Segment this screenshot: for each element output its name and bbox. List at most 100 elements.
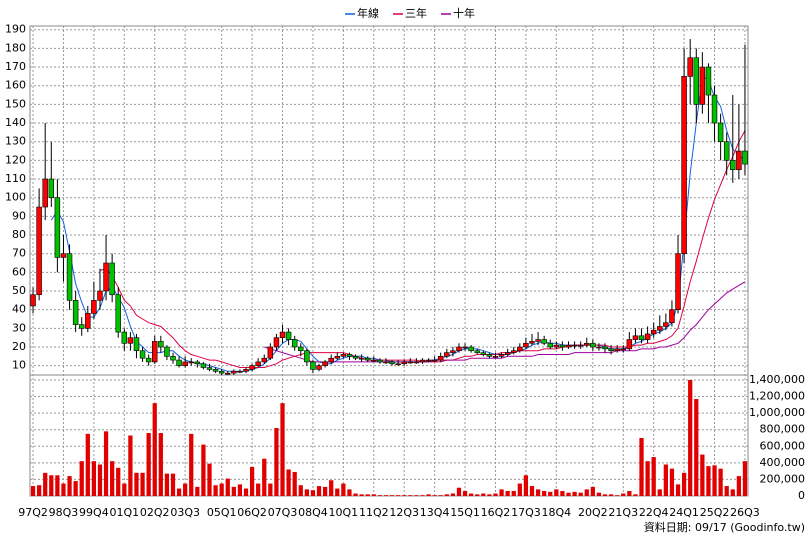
candle-body: [237, 370, 243, 373]
candle-body: [681, 76, 687, 254]
volume-bar: [615, 495, 620, 496]
volume-bar: [207, 463, 212, 496]
candle-body: [425, 359, 432, 362]
candle-body: [48, 178, 55, 199]
y-tick-label: 20: [12, 340, 26, 353]
volume-bar: [590, 486, 595, 496]
volume-bar: [621, 493, 626, 496]
candle-body: [498, 354, 505, 357]
x-tick-label: 98Q3: [49, 506, 79, 519]
volume-bar: [712, 465, 717, 496]
volume-bar: [681, 472, 687, 496]
y-tick-label: 10: [12, 359, 26, 372]
candle-body: [401, 361, 407, 365]
x-tick-label: 01Q1: [109, 506, 139, 519]
candle-body: [358, 357, 365, 360]
candle-body: [139, 350, 146, 359]
y-tick-label: 150: [5, 97, 26, 110]
volume-bar: [389, 495, 395, 496]
candle-body: [267, 346, 274, 359]
volume-bar: [499, 489, 504, 496]
x-tick-label: 21Q3: [608, 506, 638, 519]
volume-bar: [724, 486, 729, 496]
volume-bar: [596, 492, 602, 496]
volume-bar: [529, 486, 535, 496]
candle-body: [486, 354, 493, 357]
volume-bar: [602, 494, 608, 496]
candle-body: [675, 253, 681, 310]
candle-body: [547, 342, 553, 348]
volume-bar: [627, 491, 632, 496]
candle-body: [127, 337, 134, 344]
candle-body: [298, 346, 304, 352]
candle-body: [632, 335, 639, 340]
candle-body: [66, 253, 73, 301]
volume-bar: [341, 483, 346, 496]
volume-bar: [560, 491, 565, 496]
candle-body: [444, 352, 450, 357]
volume-bar: [310, 490, 316, 496]
volume-bar: [469, 493, 474, 496]
x-tick-label: 99Q4: [79, 506, 109, 519]
volume-bar: [36, 485, 42, 496]
candle-body: [285, 331, 292, 340]
volume-bar: [164, 473, 170, 496]
volume-bar: [535, 489, 541, 496]
candle-body: [322, 361, 328, 366]
volume-bar: [152, 403, 157, 496]
volume-bar: [542, 491, 547, 496]
volume-bar: [237, 484, 243, 496]
candle-body: [553, 344, 560, 348]
volume-bar: [61, 483, 66, 496]
volume-bar: [103, 431, 109, 496]
volume-bar: [134, 472, 139, 496]
candle-body: [194, 361, 201, 365]
candle-body: [164, 346, 170, 357]
volume-bar: [505, 491, 510, 496]
volume-bar: [639, 437, 644, 496]
y-tick-label: 170: [5, 60, 26, 73]
volume-bar: [85, 433, 90, 496]
volume-bar: [608, 494, 614, 496]
candle-body: [273, 337, 280, 348]
candle-body: [115, 294, 121, 333]
volume-bar: [97, 464, 103, 496]
candle-body: [480, 352, 487, 355]
volume-bar: [730, 489, 735, 496]
candle-body: [78, 324, 85, 329]
volume-bar: [578, 492, 583, 496]
candle-body: [182, 361, 188, 366]
volume-bar: [158, 433, 163, 496]
candle-body: [650, 329, 657, 335]
candle-body: [705, 66, 712, 96]
volume-bar: [657, 489, 662, 496]
x-tick-label: 18Q4: [542, 506, 572, 519]
volume-bar: [475, 494, 480, 496]
volume-bar: [663, 464, 668, 496]
volume-bar: [322, 486, 328, 496]
candle-body: [644, 333, 651, 340]
volume-bar: [286, 469, 291, 496]
volume-bar: [371, 494, 376, 496]
volume-bar: [688, 379, 693, 496]
candle-body: [474, 350, 480, 353]
volume-bar: [43, 472, 48, 496]
volume-bar: [633, 494, 638, 496]
volume-bar: [183, 483, 188, 496]
x-tick-label: 11Q2: [359, 506, 389, 519]
volume-bar: [487, 494, 492, 496]
candle-body: [577, 344, 584, 347]
volume-bar: [49, 475, 54, 496]
y-tick-label: 180: [5, 41, 26, 54]
candle-body: [511, 350, 517, 353]
y2-tick-label: 400,000: [760, 456, 806, 469]
candle-body: [584, 342, 590, 346]
x-tick-label: 03Q3: [170, 506, 200, 519]
legend-label: 三年: [405, 6, 427, 20]
y2-tick-label: 600,000: [760, 439, 806, 452]
candle-body: [133, 337, 140, 352]
candle-body: [730, 160, 736, 171]
volume-bar: [347, 489, 352, 496]
x-tick-label: 20Q2: [578, 506, 608, 519]
candle-body: [523, 342, 529, 348]
